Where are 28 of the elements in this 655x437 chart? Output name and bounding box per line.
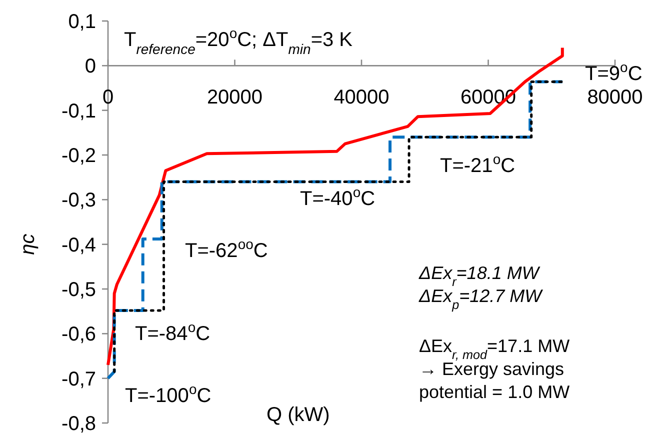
y-tick-label: -0,3: [62, 190, 96, 212]
annotation: → Exergy savings: [419, 359, 564, 379]
y-tick-label: -0,8: [62, 413, 96, 435]
annotation: T=-62$^{o}$$^{o}$C: [185, 236, 268, 262]
annotation: ΔEx$_{r}$=18.1 MW: [418, 263, 541, 289]
x-tick-label: 0: [102, 86, 114, 109]
annotation: T=-21$^{o}$C: [440, 151, 516, 177]
y-tick-label: -0,5: [62, 279, 96, 301]
annotation: potential = 1.0 MW: [419, 382, 570, 402]
y-tick-label: -0,4: [62, 234, 96, 256]
y-tick-label: 0,1: [68, 11, 96, 33]
x-tick-label: 40000: [334, 86, 390, 109]
y-tick-label: -0,6: [62, 324, 96, 346]
text: T$_{reference}$=20$^{o}$C; ΔT$_{min}$=3 K: [124, 25, 354, 57]
y-axis-title: ηc: [17, 234, 39, 255]
annotation: T=-100$^{o}$C: [125, 381, 212, 407]
annotation: T=-84$^{o}$C: [135, 319, 210, 345]
x-axis-title: Q (kW): [266, 404, 330, 426]
y-tick-label: -0,7: [62, 368, 96, 390]
annotation: T=-40$^{o}$C: [300, 184, 376, 210]
x-tick-label: 80000: [587, 86, 643, 109]
annotation: ΔEx$_{p}$=12.7 MW: [418, 286, 544, 312]
x-tick-label: 20000: [206, 86, 263, 109]
y-tick-label: -0,2: [62, 145, 96, 167]
annotation: ΔEx$_{r, mod}$=17.1 MW: [419, 336, 570, 362]
y-tick-label: -0,1: [62, 100, 96, 122]
annotation: T=9$^{o}$C: [585, 59, 642, 85]
y-tick-label: 0: [84, 56, 96, 78]
